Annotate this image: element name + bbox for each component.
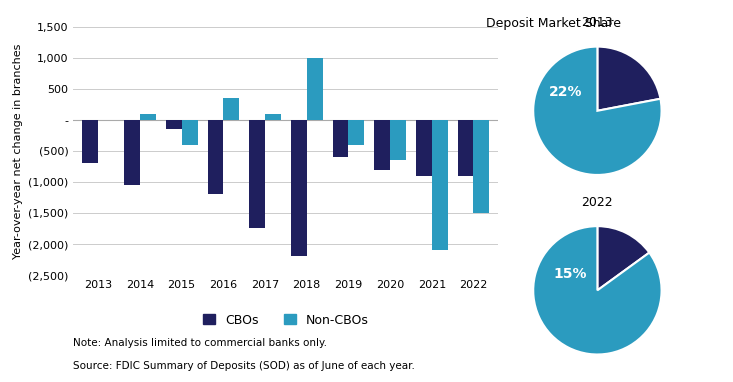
Bar — [306, 58, 323, 120]
Bar — [375, 120, 390, 170]
Bar — [166, 120, 182, 129]
Bar — [182, 120, 197, 145]
Bar — [124, 120, 140, 185]
Wedge shape — [533, 226, 662, 354]
Bar — [83, 120, 98, 163]
Bar — [265, 113, 281, 120]
Title: 2013: 2013 — [581, 16, 614, 29]
Bar — [249, 120, 265, 228]
Title: 2022: 2022 — [581, 196, 614, 209]
Bar — [224, 98, 239, 120]
Bar — [457, 120, 474, 176]
Bar — [333, 120, 348, 157]
Bar — [291, 120, 306, 256]
Wedge shape — [533, 47, 662, 175]
Bar — [474, 120, 489, 213]
Y-axis label: Year-over-year net change in branches: Year-over-year net change in branches — [12, 43, 23, 259]
Text: 15%: 15% — [553, 267, 587, 281]
Wedge shape — [597, 226, 649, 290]
Legend: CBOs, Non-CBOs: CBOs, Non-CBOs — [203, 314, 369, 327]
Text: Source: FDIC Summary of Deposits (SOD) as of June of each year.: Source: FDIC Summary of Deposits (SOD) a… — [73, 361, 415, 371]
Bar — [207, 120, 224, 194]
Bar — [416, 120, 432, 176]
Bar — [140, 113, 156, 120]
Wedge shape — [597, 47, 660, 111]
Text: Note: Analysis limited to commercial banks only.: Note: Analysis limited to commercial ban… — [73, 338, 328, 348]
Bar — [390, 120, 406, 160]
Bar — [432, 120, 448, 250]
Text: Deposit Market Share: Deposit Market Share — [486, 17, 621, 30]
Bar — [348, 120, 364, 145]
Text: 22%: 22% — [548, 84, 582, 99]
